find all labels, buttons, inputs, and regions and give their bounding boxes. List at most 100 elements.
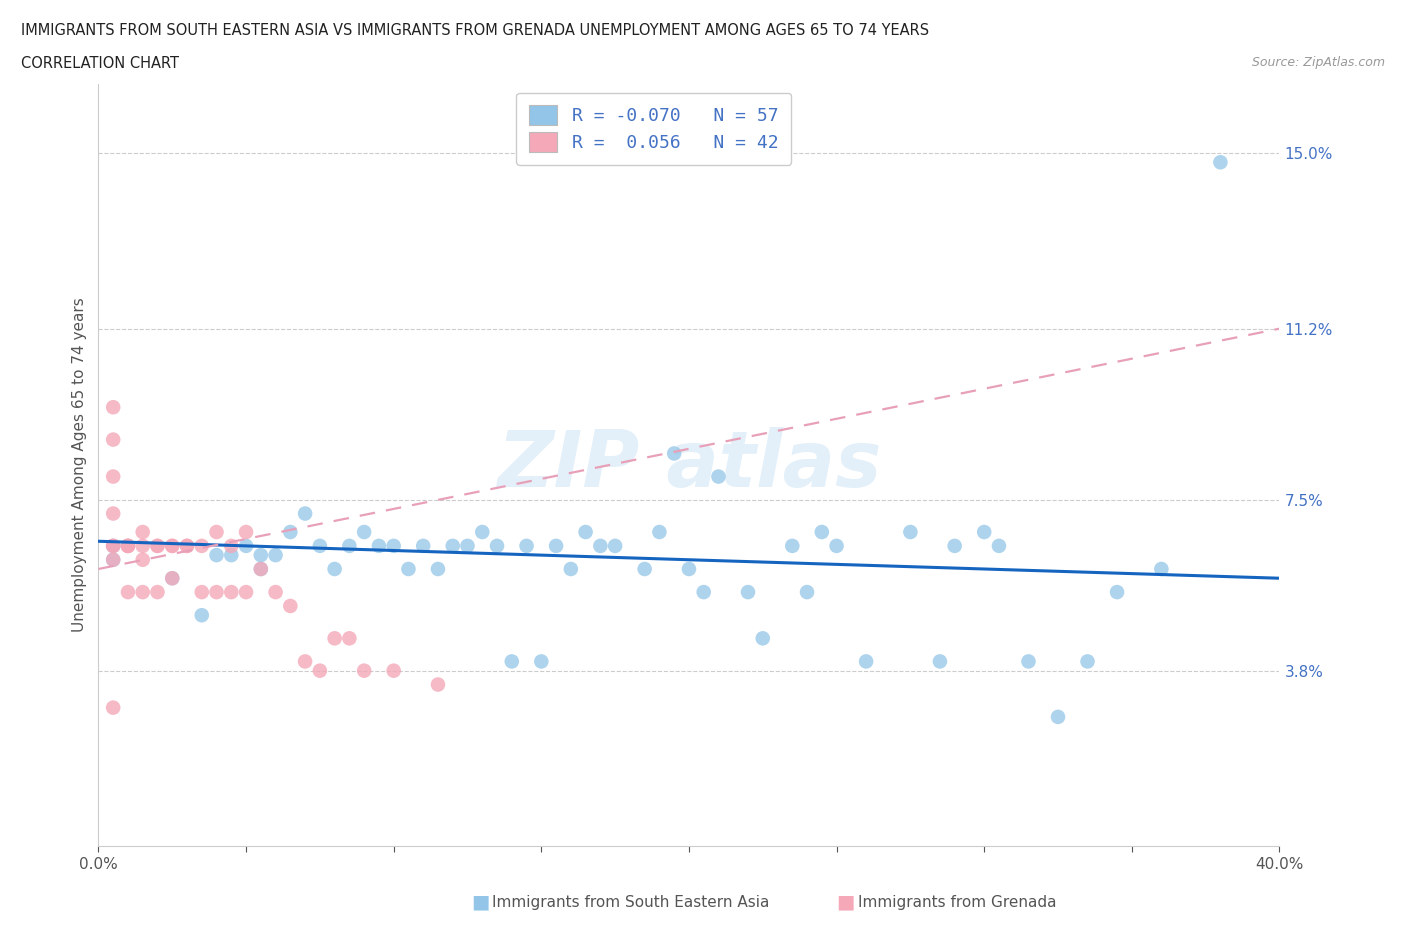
Point — [132, 538, 155, 553]
Point — [162, 538, 183, 553]
Point — [605, 538, 627, 553]
Point — [219, 548, 242, 563]
Point — [235, 525, 257, 539]
Point — [782, 538, 804, 553]
Point — [205, 525, 228, 539]
Point — [900, 525, 922, 539]
Point — [427, 562, 450, 577]
Point — [1105, 585, 1128, 600]
Point — [146, 538, 169, 553]
Point — [382, 538, 405, 553]
Point — [928, 654, 950, 669]
Point — [264, 585, 287, 600]
Point — [191, 538, 214, 553]
Point — [117, 538, 139, 553]
Point — [515, 538, 537, 553]
Text: Immigrants from South Eastern Asia: Immigrants from South Eastern Asia — [492, 895, 769, 910]
Point — [339, 538, 360, 553]
Point — [219, 538, 242, 553]
Point — [117, 538, 139, 553]
Legend: R = -0.070   N = 57, R =  0.056   N = 42: R = -0.070 N = 57, R = 0.056 N = 42 — [516, 93, 792, 165]
Point — [162, 538, 183, 553]
Point — [103, 400, 125, 415]
Point — [176, 538, 198, 553]
Point — [294, 506, 316, 521]
Point — [294, 654, 316, 669]
Point — [117, 585, 139, 600]
Point — [250, 548, 273, 563]
Point — [589, 538, 612, 553]
Point — [441, 538, 464, 553]
Point — [250, 562, 273, 577]
Point — [648, 525, 671, 539]
Point — [751, 631, 773, 645]
Point — [796, 585, 818, 600]
Point — [530, 654, 553, 669]
Point — [396, 562, 419, 577]
Point — [191, 608, 214, 623]
Point — [1017, 654, 1039, 669]
Point — [103, 700, 125, 715]
Point — [103, 552, 125, 567]
Text: ZIP atlas: ZIP atlas — [496, 427, 882, 503]
Point — [486, 538, 509, 553]
Point — [412, 538, 434, 553]
Point — [132, 525, 155, 539]
Point — [132, 552, 155, 567]
Point — [987, 538, 1010, 553]
Point — [574, 525, 596, 539]
Point — [117, 538, 139, 553]
Point — [678, 562, 700, 577]
Text: CORRELATION CHART: CORRELATION CHART — [21, 56, 179, 71]
Point — [943, 538, 966, 553]
Y-axis label: Unemployment Among Ages 65 to 74 years: Unemployment Among Ages 65 to 74 years — [72, 298, 87, 632]
Point — [707, 469, 730, 484]
Point — [235, 538, 257, 553]
Point — [560, 562, 582, 577]
Point — [250, 562, 273, 577]
Text: Source: ZipAtlas.com: Source: ZipAtlas.com — [1251, 56, 1385, 69]
Point — [103, 506, 125, 521]
Point — [737, 585, 759, 600]
Point — [146, 585, 169, 600]
Point — [309, 538, 332, 553]
Text: IMMIGRANTS FROM SOUTH EASTERN ASIA VS IMMIGRANTS FROM GRENADA UNEMPLOYMENT AMONG: IMMIGRANTS FROM SOUTH EASTERN ASIA VS IM… — [21, 23, 929, 38]
Point — [264, 548, 287, 563]
Point — [1046, 710, 1069, 724]
Point — [103, 552, 125, 567]
Point — [323, 562, 346, 577]
Point — [1209, 154, 1232, 169]
Point — [323, 631, 346, 645]
Point — [103, 538, 125, 553]
Point — [146, 538, 169, 553]
Point — [219, 585, 242, 600]
Point — [103, 432, 125, 447]
Point — [278, 599, 302, 614]
Point — [368, 538, 391, 553]
Point — [205, 585, 228, 600]
Point — [103, 538, 125, 553]
Point — [339, 631, 360, 645]
Point — [1077, 654, 1099, 669]
Point — [1150, 562, 1173, 577]
Point — [353, 663, 375, 678]
Point — [546, 538, 568, 553]
Point — [132, 585, 155, 600]
Point — [191, 585, 214, 600]
Point — [825, 538, 848, 553]
Point — [693, 585, 716, 600]
Point — [501, 654, 523, 669]
Text: ■: ■ — [471, 893, 489, 911]
Point — [309, 663, 332, 678]
Point — [162, 571, 183, 586]
Point — [855, 654, 877, 669]
Point — [633, 562, 655, 577]
Point — [471, 525, 494, 539]
Point — [235, 585, 257, 600]
Point — [973, 525, 995, 539]
Point — [162, 571, 183, 586]
Point — [810, 525, 832, 539]
Point — [664, 446, 686, 461]
Point — [103, 469, 125, 484]
Point — [382, 663, 405, 678]
